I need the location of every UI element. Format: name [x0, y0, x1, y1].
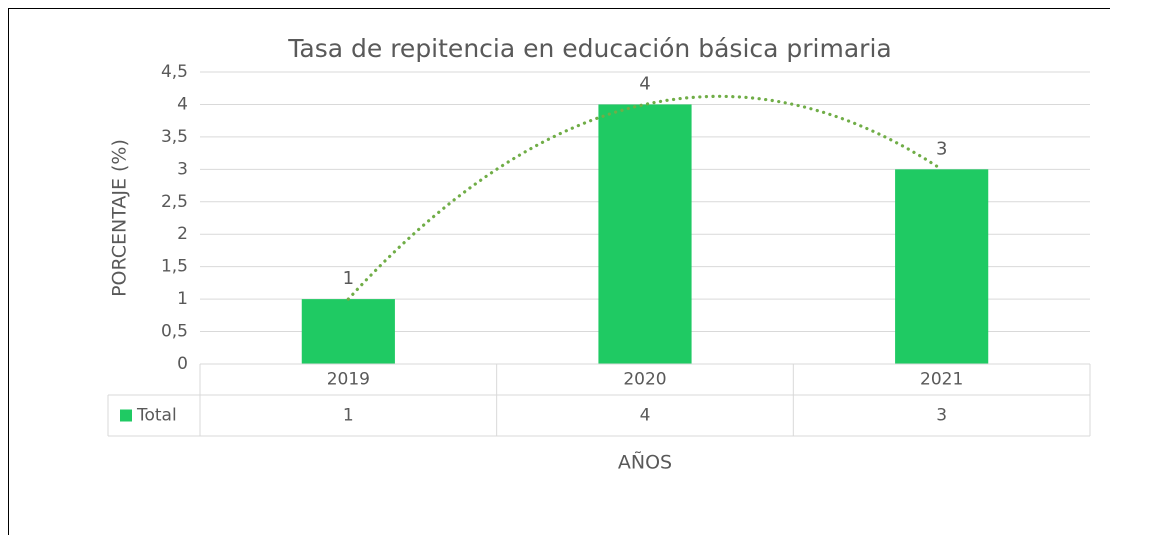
bar — [598, 104, 692, 364]
table-value: 1 — [343, 406, 354, 426]
y-tick-label: 0,5 — [161, 322, 188, 342]
bar — [895, 169, 989, 364]
y-tick-label: 1 — [177, 289, 188, 309]
x-tick-label: 2019 — [327, 370, 370, 390]
y-tick-label: 4 — [177, 94, 188, 114]
legend-label: Total — [136, 406, 177, 426]
data-label: 1 — [343, 268, 354, 289]
y-tick-label: 4,5 — [161, 62, 188, 82]
y-tick-label: 1,5 — [161, 257, 188, 277]
legend-swatch — [120, 409, 132, 422]
table-value: 4 — [640, 406, 651, 426]
data-label: 3 — [936, 138, 947, 159]
table-value: 3 — [936, 406, 947, 426]
chart-frame — [8, 8, 1110, 535]
y-axis-label: PORCENTAJE (%) — [109, 139, 131, 297]
y-tick-label: 2,5 — [161, 192, 188, 212]
data-label: 4 — [639, 73, 650, 94]
x-axis-label: AÑOS — [618, 451, 672, 474]
y-tick-label: 0 — [177, 354, 188, 374]
y-tick-label: 3 — [177, 159, 188, 179]
x-tick-label: 2021 — [920, 370, 963, 390]
bar — [301, 299, 395, 364]
y-tick-label: 3,5 — [161, 127, 188, 147]
y-tick-label: 2 — [177, 224, 188, 244]
trendline — [346, 94, 944, 301]
x-tick-label: 2020 — [623, 370, 666, 390]
chart-title: Tasa de repitencia en educación básica p… — [287, 34, 891, 63]
